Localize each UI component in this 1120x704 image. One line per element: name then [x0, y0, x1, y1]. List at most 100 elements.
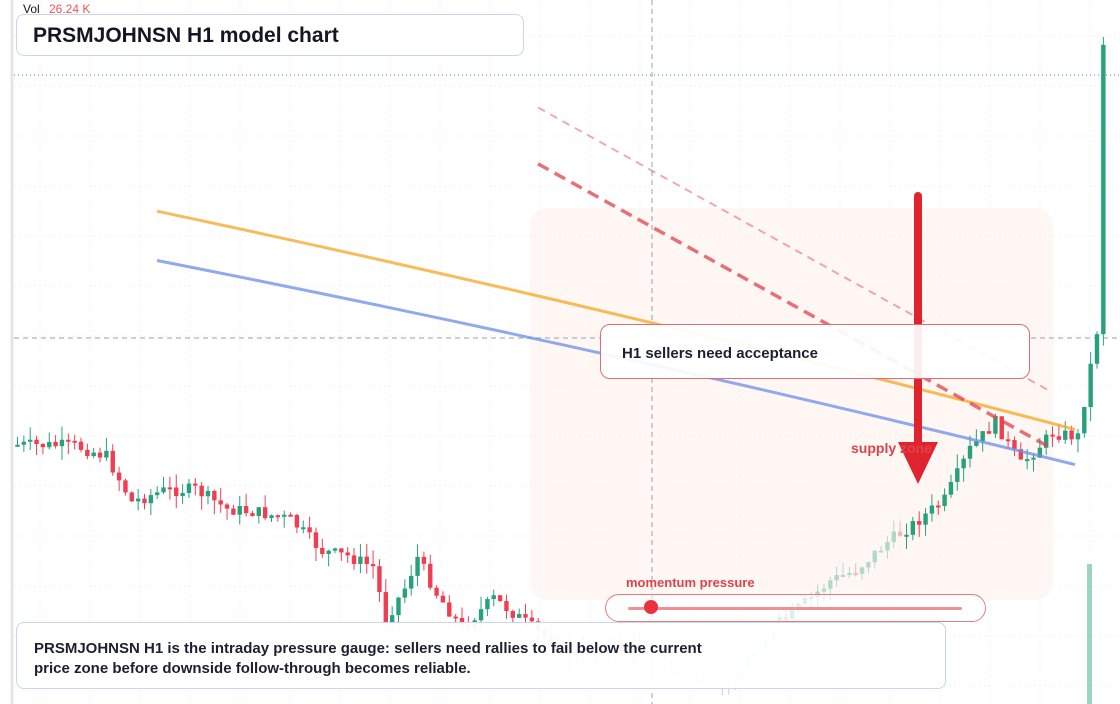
candle-body: [885, 542, 890, 551]
candle: [28, 427, 33, 451]
moving-average-line: [156, 209, 1076, 431]
candle-body: [135, 498, 141, 502]
candle-body: [53, 441, 58, 447]
candle-body: [313, 532, 319, 548]
candle: [434, 585, 439, 599]
callout-box[interactable]: H1 sellers need acceptance: [600, 324, 1030, 379]
candle: [110, 444, 115, 476]
candle-body: [828, 580, 833, 589]
momentum-gauge[interactable]: [605, 594, 986, 622]
candle-body: [129, 492, 134, 502]
candle-body: [897, 531, 903, 536]
candle: [967, 435, 973, 468]
candle-body: [986, 431, 992, 434]
candle: [47, 432, 52, 450]
candle: [326, 549, 331, 567]
candle: [294, 513, 300, 534]
candle: [53, 435, 58, 449]
candle-body: [459, 617, 465, 625]
candle: [1031, 453, 1036, 472]
candle-body: [389, 615, 395, 624]
candle-body: [923, 513, 928, 525]
candle-body: [961, 458, 966, 469]
momentum-label: momentum pressure: [626, 575, 755, 590]
candle-body: [904, 534, 909, 537]
candle: [161, 476, 166, 495]
candle-body: [1082, 406, 1087, 434]
candle: [167, 476, 173, 500]
candle: [339, 547, 344, 561]
candle-body: [440, 595, 446, 603]
candle: [447, 595, 452, 618]
candle: [872, 550, 877, 569]
candle-body: [167, 487, 173, 490]
candle: [116, 466, 122, 492]
candle: [910, 516, 916, 541]
candle: [364, 543, 369, 574]
candle: [205, 485, 211, 505]
candle-body: [262, 507, 268, 519]
candle: [415, 544, 420, 587]
candle: [847, 566, 852, 579]
candle-body: [497, 595, 503, 602]
candle: [85, 443, 90, 460]
candle-body: [193, 483, 198, 486]
resistance-line-dashed: [537, 162, 1053, 451]
candle-body: [78, 441, 84, 450]
candle-body: [110, 450, 115, 473]
candle: [897, 520, 903, 538]
chart-title: PRSMJOHNSN H1 model chart: [33, 24, 339, 47]
candle-body: [980, 431, 985, 442]
candle: [129, 491, 134, 502]
candle: [853, 563, 858, 577]
candle: [1056, 423, 1062, 443]
volume-bars: [1087, 564, 1092, 704]
candle-body: [174, 487, 179, 497]
title-panel: PRSMJOHNSN H1 model chart: [16, 14, 524, 56]
supply-zone: [530, 208, 1053, 600]
candle-body: [383, 592, 388, 624]
candle: [929, 494, 935, 522]
gauge-knob[interactable]: [644, 600, 659, 614]
candle-body: [485, 599, 490, 610]
candle-body: [269, 515, 274, 519]
candle: [97, 447, 103, 463]
trend-lines: [537, 106, 1053, 451]
candle-body: [224, 504, 230, 509]
candle: [866, 561, 871, 574]
candle: [1005, 431, 1011, 449]
candle-body: [288, 514, 293, 517]
candle-body: [142, 498, 147, 504]
candle-body: [148, 495, 154, 504]
candle: [917, 511, 922, 537]
candle: [250, 510, 255, 517]
candle-body: [834, 575, 839, 581]
candle-body: [294, 514, 300, 528]
candle-body: [72, 440, 77, 443]
candle-body: [34, 439, 39, 445]
candle: [237, 496, 242, 525]
candle-body: [942, 494, 947, 506]
candle-body: [491, 595, 496, 600]
candle-body: [1018, 449, 1023, 460]
candle-body: [1031, 457, 1036, 460]
candle-body: [1094, 334, 1100, 364]
candle: [142, 494, 147, 510]
candle-body: [434, 587, 439, 596]
candle-body: [339, 548, 344, 553]
candle-body: [320, 547, 325, 554]
candle: [1094, 331, 1100, 369]
candle-body: [116, 472, 122, 481]
candle: [275, 514, 281, 522]
candle-body: [275, 515, 281, 518]
candle: [1082, 406, 1087, 438]
candle: [135, 488, 141, 511]
candle-body: [1037, 447, 1043, 458]
candle-body: [872, 550, 877, 563]
candle-body: [523, 614, 528, 618]
candle: [231, 504, 236, 516]
candle: [859, 566, 865, 581]
candle: [256, 506, 261, 524]
candle-body: [415, 556, 420, 576]
candle-body: [104, 450, 109, 458]
